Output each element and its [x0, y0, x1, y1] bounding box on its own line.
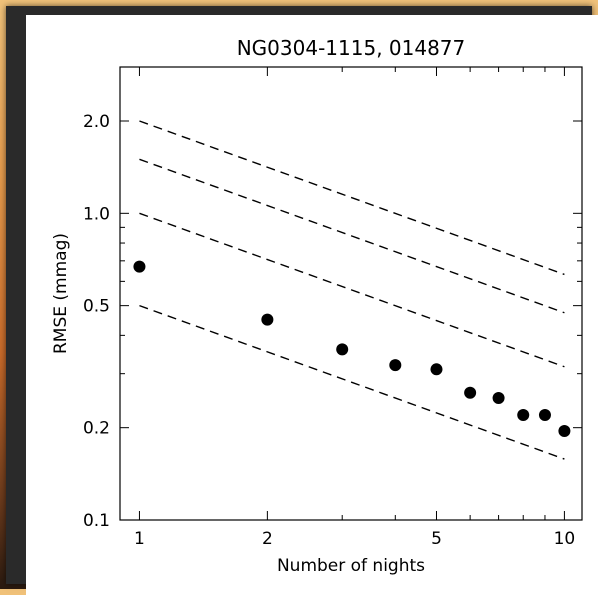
image-frame: NG0304-1115, 014877 1 2 5 10 0.1 0.2 0.5 1.0 2.0… — [6, 6, 598, 595]
data-point — [558, 425, 571, 438]
reference-line-4 — [139, 304, 565, 460]
y-tick-label: 1.0 — [83, 204, 110, 224]
y-tick-label: 0.5 — [83, 297, 110, 317]
y-tick-label: 0.2 — [83, 419, 110, 439]
chart-title: NG0304-1115, 014877 — [237, 36, 466, 60]
y-tick-label: 2.0 — [83, 112, 110, 132]
x-tick-label: 5 — [431, 529, 442, 549]
x-axis-label: Number of nights — [277, 556, 425, 576]
x-tick-label: 10 — [554, 529, 576, 549]
data-point — [464, 386, 477, 399]
reference-line-1 — [139, 120, 565, 276]
data-point — [538, 408, 551, 421]
data-point — [133, 260, 146, 273]
data-point — [430, 363, 443, 376]
scatter-chart: NG0304-1115, 014877 1 2 5 10 0.1 0.2 0.5 1.0 2.0… — [51, 36, 583, 576]
y-axis-label: RMSE (mmag) — [51, 233, 71, 354]
data-point — [336, 343, 349, 356]
axis-ticks: 1 2 5 10 0.1 0.2 0.5 1.0 2.0 — [83, 67, 582, 549]
reference-line-2 — [139, 158, 565, 314]
data-point — [389, 359, 402, 372]
plot-area — [119, 66, 583, 521]
y-tick-label: 0.1 — [83, 511, 110, 531]
x-tick-label: 1 — [134, 529, 145, 549]
data-points — [133, 260, 571, 438]
data-point — [492, 391, 505, 404]
data-point — [261, 313, 274, 326]
figure: NG0304-1115, 014877 1 2 5 10 0.1 0.2 0.5 1.0 2.0… — [26, 15, 598, 595]
data-point — [517, 408, 530, 421]
reference-lines — [139, 120, 565, 460]
reference-line-3 — [139, 212, 565, 368]
x-tick-label: 2 — [262, 529, 273, 549]
